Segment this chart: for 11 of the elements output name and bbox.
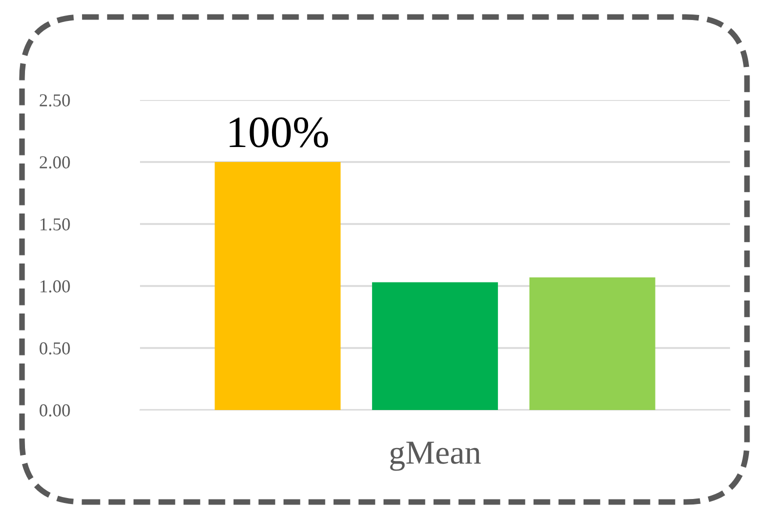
bar [529,277,656,410]
bar [214,162,341,410]
y-tick-label: 0.50 [40,342,70,355]
bar [372,282,498,410]
x-tick-label: gMean [390,442,481,471]
y-tick-label: 0.00 [40,404,70,417]
y-tick-label: 2.00 [40,156,70,169]
y-tick-label: 1.50 [40,218,70,231]
y-tick-label: 1.00 [40,280,70,293]
y-tick-label: 2.50 [40,94,70,107]
annotation: 100% [230,117,328,148]
